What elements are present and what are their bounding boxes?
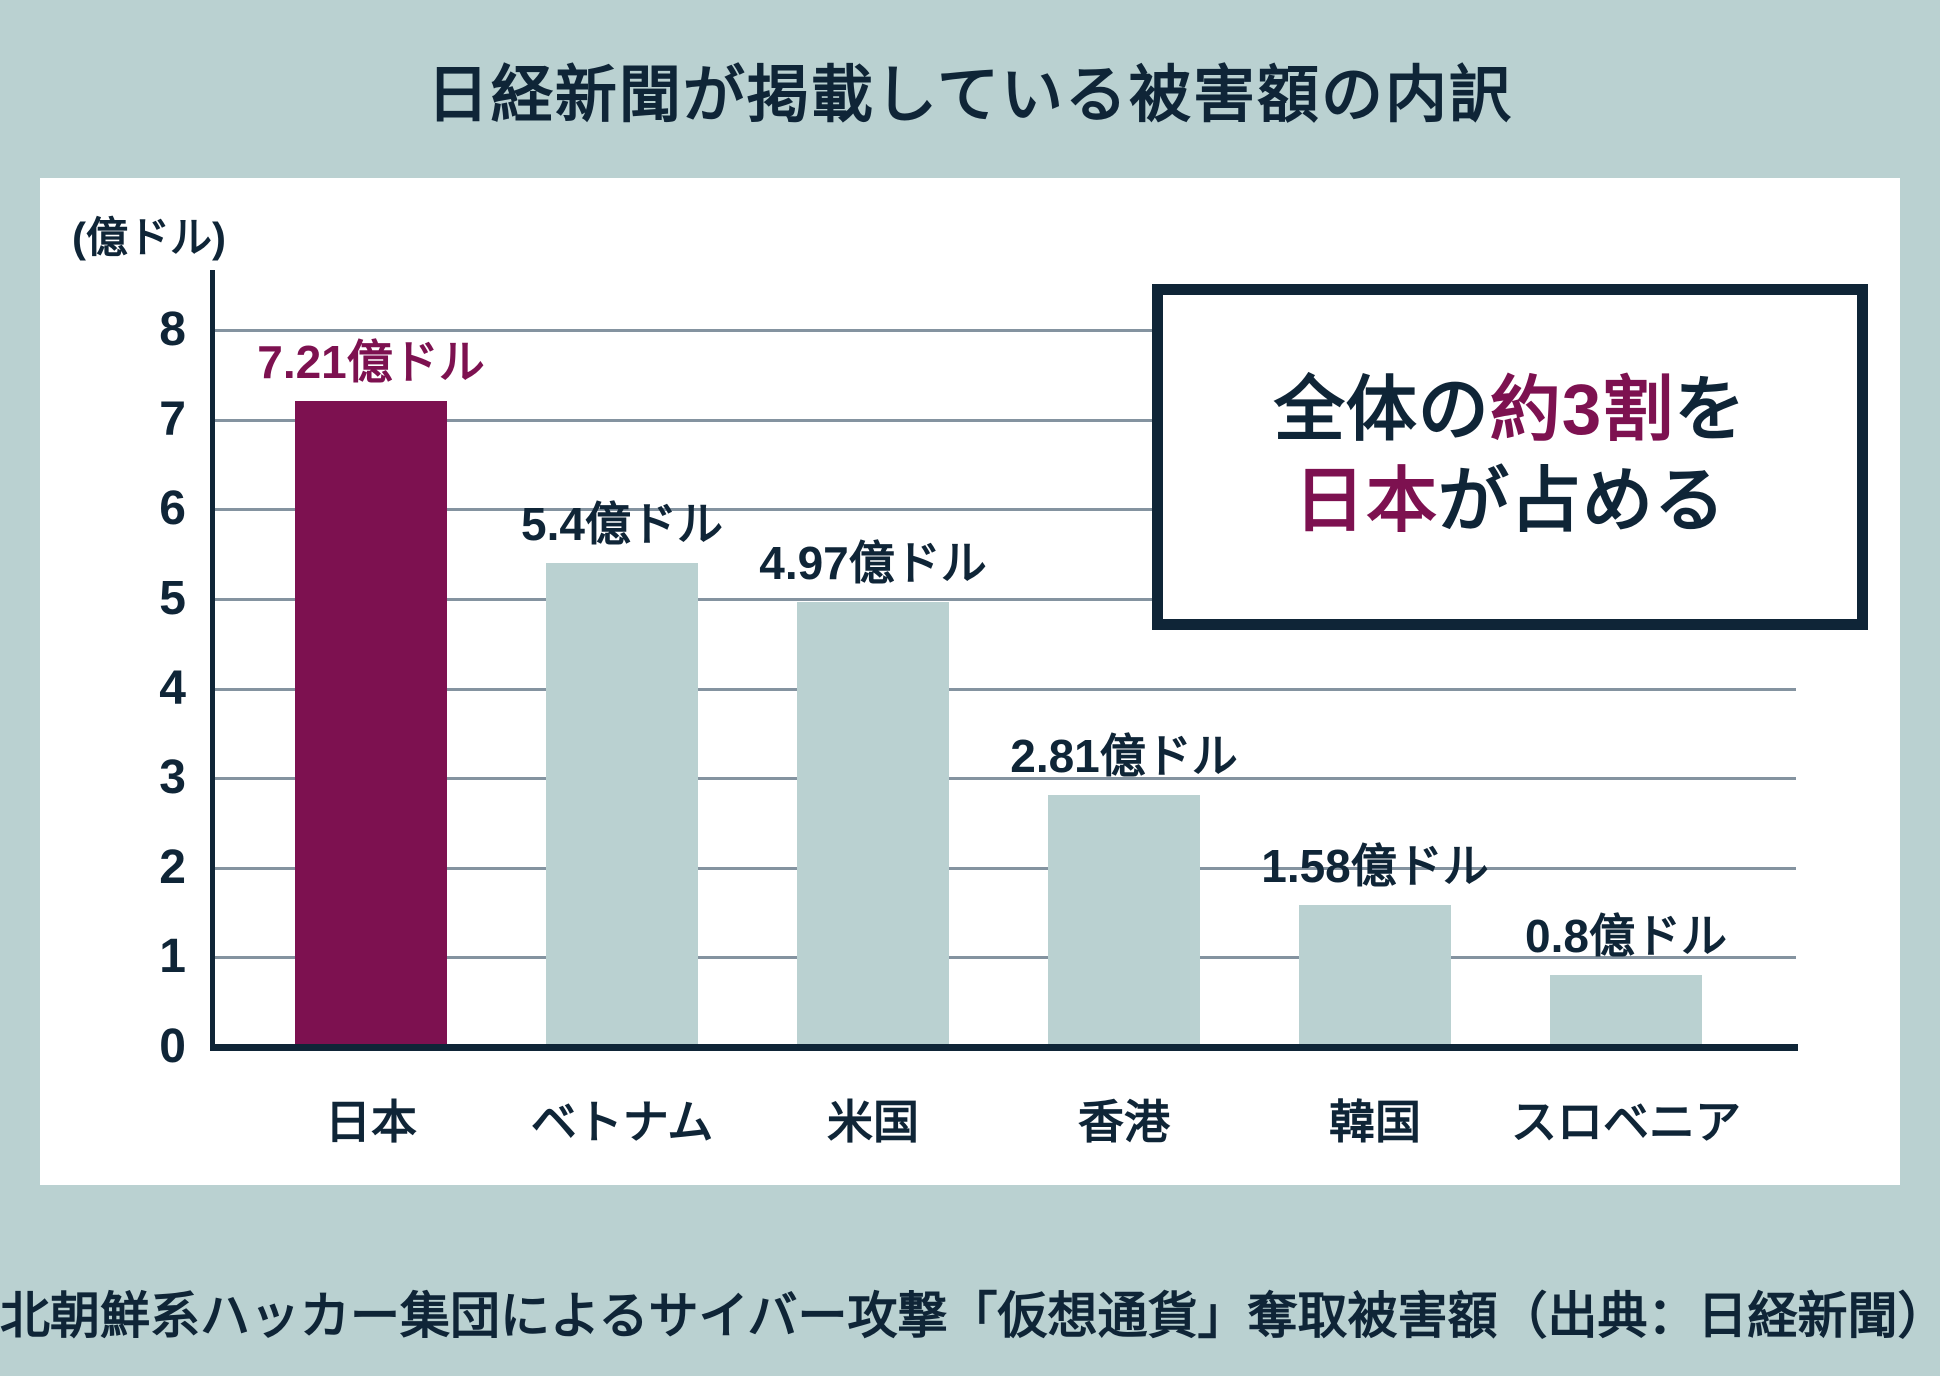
gridline-y1 [212, 956, 1796, 960]
gridline-y5 [212, 598, 1796, 601]
callout-segment: が占める [1438, 462, 1727, 541]
x-label-スロベニア: スロベニア [1511, 1096, 1741, 1148]
source-caption: 北朝鮮系ハッカー集団によるサイバー攻撃「仮想通貨」奪取被害額（出典：日経新聞） [0, 1288, 1940, 1344]
y-tick-5: 5 [159, 572, 186, 625]
y-tick-2: 2 [159, 840, 186, 894]
x-label-韓国: 韓国 [1329, 1096, 1421, 1148]
callout-segment: を [1674, 371, 1747, 451]
y-tick-0: 0 [159, 1020, 186, 1073]
page-title: 日経新聞が掲載している被害額の内訳 [426, 61, 1514, 130]
value-label-ベトナム: 5.4億ドル [521, 498, 723, 550]
gridline-y3 [212, 777, 1796, 781]
y-tick-4: 4 [159, 661, 186, 715]
bar-韓国 [1299, 905, 1451, 1047]
value-label-スロベニア: 0.8億ドル [1525, 910, 1727, 962]
bar-スロベニア [1550, 975, 1702, 1047]
y-tick-6: 6 [159, 482, 186, 536]
callout-line-2: 日本が占める [1294, 457, 1726, 548]
callout-line-1: 全体の約3割を [1274, 366, 1747, 457]
callout-box: 全体の約3割を 日本が占める [1152, 284, 1868, 630]
value-label-香港: 2.81億ドル [1010, 730, 1238, 782]
chart-panel: (億ドル) 0 1 2 3 4 5 6 7 8 7.21億ドル 5.4億ドル 4.97億ドル 2.81… [40, 178, 1900, 1185]
callout-segment: 約3割 [1489, 371, 1675, 451]
gridline-y6 [212, 508, 1796, 512]
value-label-韓国: 1.58億ドル [1261, 840, 1489, 892]
callout-segment: 日本 [1293, 462, 1438, 541]
y-tick-7: 7 [159, 392, 186, 446]
y-axis-unit-label: (億ドル) [72, 214, 226, 261]
y-axis-line [210, 270, 215, 1051]
bar-香港 [1048, 795, 1200, 1047]
gridline-y2 [212, 866, 1796, 870]
x-label-日本: 日本 [325, 1096, 417, 1148]
x-label-ベトナム: ベトナム [530, 1096, 714, 1148]
y-tick-3: 3 [159, 751, 186, 805]
y-tick-8: 8 [159, 303, 186, 357]
bar-米国 [797, 602, 949, 1047]
bar-ベトナム [546, 563, 698, 1047]
y-tick-1: 1 [159, 930, 186, 984]
x-axis-baseline [210, 1044, 1798, 1051]
value-label-日本: 7.21億ドル [257, 336, 485, 388]
callout-segment: 全体の [1273, 371, 1490, 451]
gridline-y8 [212, 329, 1796, 333]
bar-日本 [295, 401, 447, 1047]
gridline-y7 [212, 418, 1796, 422]
x-label-香港: 香港 [1078, 1096, 1170, 1148]
x-label-米国: 米国 [827, 1096, 919, 1148]
gridline-y4 [212, 687, 1796, 691]
value-label-米国: 4.97億ドル [759, 537, 987, 589]
